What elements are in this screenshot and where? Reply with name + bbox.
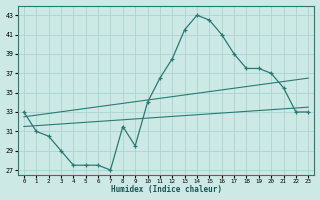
X-axis label: Humidex (Indice chaleur): Humidex (Indice chaleur) bbox=[111, 185, 221, 194]
